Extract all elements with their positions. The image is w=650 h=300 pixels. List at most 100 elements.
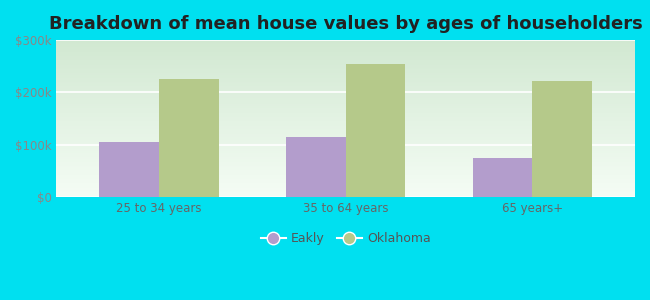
Bar [473,158,532,197]
Bar [57,83,635,85]
Legend: Eakly, Oklahoma: Eakly, Oklahoma [255,227,436,250]
Bar [57,172,635,174]
Bar [57,51,635,52]
Bar [57,162,635,163]
Bar [57,179,635,180]
Bar [57,90,635,91]
Bar [57,194,635,196]
Bar [57,129,635,130]
Bar [57,53,635,55]
Bar [57,60,635,61]
Bar [57,134,635,136]
Bar [57,58,635,60]
Bar [57,64,635,65]
Bar [57,174,635,175]
Bar [57,159,635,160]
Bar [57,49,635,51]
Bar [57,69,635,70]
Bar [57,56,635,57]
Bar [57,167,635,168]
Bar [57,116,635,117]
Bar [57,91,635,92]
Bar [57,70,635,71]
Bar [57,95,635,96]
Bar [57,171,635,172]
Bar [57,68,635,69]
Bar [57,112,635,113]
Bar [57,143,635,145]
Bar [57,73,635,74]
Bar [57,176,635,178]
Bar [57,146,635,147]
Bar [57,62,635,64]
Bar [532,81,592,197]
Bar [57,157,635,158]
Bar [57,189,635,190]
Bar [57,102,635,103]
Bar [57,158,635,159]
Bar [57,183,635,184]
Bar [57,149,635,150]
Bar [57,142,635,143]
Bar [57,86,635,87]
Bar [57,121,635,122]
Bar [57,74,635,75]
Bar [57,192,635,193]
Bar [57,180,635,182]
Bar [57,104,635,106]
Bar [57,187,635,188]
Bar [57,128,635,129]
Bar [57,164,635,166]
Bar [99,142,159,197]
Bar [57,107,635,108]
Bar [57,147,635,149]
Bar [57,185,635,187]
Bar [57,136,635,137]
Bar [57,154,635,155]
Bar [57,113,635,115]
Bar [57,115,635,116]
Bar [57,141,635,142]
Bar [57,138,635,140]
Bar [57,151,635,153]
Bar [57,145,635,146]
Bar [57,168,635,169]
Bar [57,117,635,119]
Bar [57,169,635,171]
Bar [57,160,635,162]
Bar [57,111,635,112]
Bar [57,61,635,62]
Bar [57,88,635,90]
Bar [57,150,635,151]
Bar [57,92,635,94]
Bar [57,163,635,164]
Bar [57,47,635,48]
Bar [57,82,635,83]
Bar [57,78,635,80]
Bar [57,100,635,102]
Bar [57,96,635,98]
Bar [57,103,635,104]
Title: Breakdown of mean house values by ages of householders: Breakdown of mean house values by ages o… [49,15,643,33]
Bar [57,120,635,121]
Bar [57,118,635,120]
Bar [57,66,635,68]
Bar [57,52,635,53]
Bar [57,178,635,179]
Bar [57,110,635,111]
Bar [57,133,635,134]
Bar [57,108,635,110]
Bar [57,106,635,107]
Bar [57,45,635,47]
Bar [57,140,635,141]
Bar [57,55,635,56]
Bar [57,122,635,124]
Bar [57,87,635,88]
Bar [57,132,635,133]
Bar [57,166,635,167]
Bar [346,64,406,197]
Bar [57,153,635,154]
Bar [57,41,635,43]
Bar [159,80,219,197]
Bar [57,137,635,138]
